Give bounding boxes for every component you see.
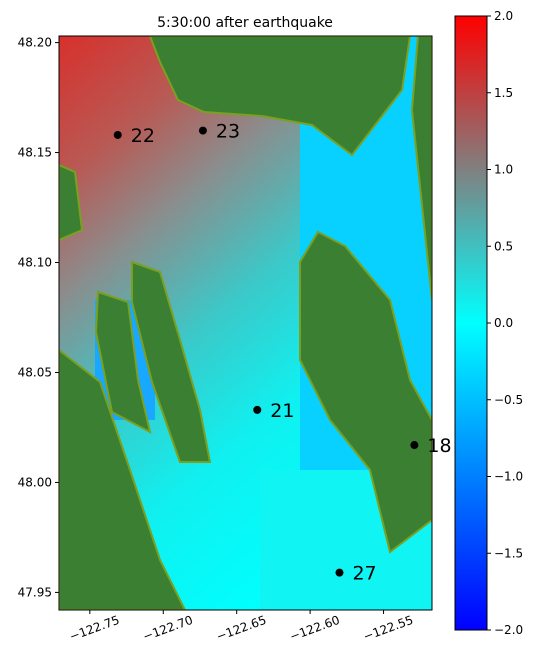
x-tick-label: −122.65 xyxy=(214,613,268,644)
plot-frame xyxy=(58,35,433,611)
gauge-point xyxy=(253,405,262,414)
colorbar xyxy=(454,15,488,631)
gauge-point xyxy=(410,441,419,450)
gauge-point xyxy=(335,568,344,577)
colorbar-tick-label: 0.5 xyxy=(494,239,513,253)
colorbar-tick-label: −1.0 xyxy=(494,470,523,484)
colorbar-tick-label: 1.5 xyxy=(494,86,513,100)
y-tick-label: 48.10 xyxy=(18,256,52,270)
colorbar-tick-label: −2.0 xyxy=(494,623,523,637)
y-tick-label: 48.15 xyxy=(18,146,52,160)
y-tick-label: 48.05 xyxy=(18,365,52,379)
colorbar-tick-label: 0.0 xyxy=(494,316,513,330)
colorbar-tick-label: −1.5 xyxy=(494,546,523,560)
colorbar-tick-label: 2.0 xyxy=(494,9,513,23)
gauge-label: 23 xyxy=(216,121,240,143)
map-background xyxy=(59,36,432,610)
gauge-point xyxy=(113,130,122,139)
x-tick-label: −122.55 xyxy=(361,613,415,644)
gauge-label: 27 xyxy=(352,563,376,585)
chart-title: 5:30:00 after earthquake xyxy=(157,15,333,31)
gauge-label: 22 xyxy=(131,125,155,147)
colorbar-tick-label: −0.5 xyxy=(494,393,523,407)
x-tick-label: −122.60 xyxy=(288,613,342,644)
x-tick-label: −122.75 xyxy=(68,613,122,644)
y-tick-label: 48.20 xyxy=(18,36,52,50)
x-tick-label: −122.70 xyxy=(141,613,195,644)
gauge-label: 21 xyxy=(270,400,294,422)
colorbar-tick-label: 1.0 xyxy=(494,163,513,177)
gauge-label: 18 xyxy=(427,435,451,457)
y-tick-label: 47.95 xyxy=(18,585,52,599)
y-tick-label: 48.00 xyxy=(18,475,52,489)
gauge-point xyxy=(198,126,207,135)
